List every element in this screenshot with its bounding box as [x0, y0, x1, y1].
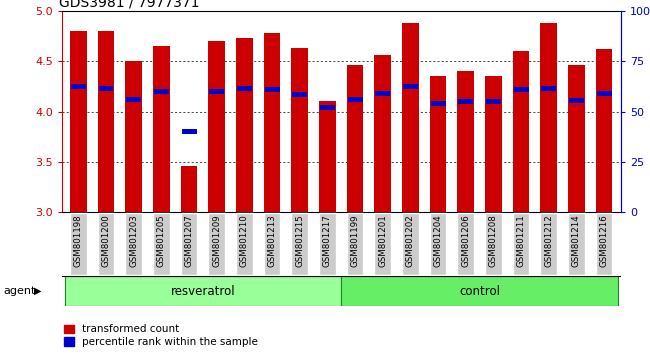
Legend: transformed count, percentile rank within the sample: transformed count, percentile rank withi…: [64, 324, 258, 347]
Bar: [486, 99, 501, 104]
Text: GSM801215: GSM801215: [295, 214, 304, 267]
Text: GSM801205: GSM801205: [157, 214, 166, 267]
Text: GSM801200: GSM801200: [101, 214, 111, 267]
Bar: [514, 87, 528, 92]
Bar: [485, 76, 502, 212]
Bar: [126, 97, 141, 102]
Text: GSM801216: GSM801216: [600, 214, 608, 267]
Bar: [348, 97, 363, 102]
Text: agent: agent: [3, 286, 36, 296]
Text: GSM801206: GSM801206: [462, 214, 471, 267]
Bar: [70, 213, 86, 275]
Bar: [70, 31, 86, 212]
Bar: [264, 213, 280, 275]
Bar: [541, 86, 556, 91]
Text: GSM801201: GSM801201: [378, 214, 387, 267]
Text: GSM801207: GSM801207: [185, 214, 194, 267]
Bar: [98, 31, 114, 212]
Text: GSM801211: GSM801211: [517, 214, 526, 267]
Bar: [402, 213, 419, 275]
Text: GSM801198: GSM801198: [74, 214, 83, 267]
Text: GDS3981 / 7977371: GDS3981 / 7977371: [59, 0, 200, 10]
Bar: [596, 213, 612, 275]
Bar: [99, 86, 114, 91]
Bar: [291, 48, 308, 212]
Bar: [597, 91, 612, 96]
Text: GSM801199: GSM801199: [350, 214, 359, 267]
Bar: [402, 23, 419, 212]
Bar: [237, 86, 252, 91]
Bar: [541, 23, 557, 212]
Bar: [154, 89, 169, 94]
Text: GSM801209: GSM801209: [212, 214, 221, 267]
Text: GSM801214: GSM801214: [572, 214, 581, 267]
Bar: [458, 71, 474, 212]
Text: GSM801212: GSM801212: [544, 214, 553, 267]
Bar: [319, 213, 335, 275]
Bar: [292, 92, 307, 97]
Bar: [568, 213, 585, 275]
Bar: [209, 41, 225, 212]
Text: GSM801202: GSM801202: [406, 214, 415, 267]
Bar: [513, 51, 530, 212]
Text: GSM801203: GSM801203: [129, 214, 138, 267]
Bar: [431, 101, 446, 106]
Bar: [125, 61, 142, 212]
Bar: [375, 91, 390, 96]
Bar: [485, 213, 502, 275]
Bar: [320, 105, 335, 110]
Bar: [513, 213, 530, 275]
Text: GSM801217: GSM801217: [323, 214, 332, 267]
Bar: [125, 213, 142, 275]
Bar: [236, 213, 253, 275]
Bar: [341, 276, 618, 306]
Bar: [596, 49, 612, 212]
Bar: [209, 89, 224, 94]
Bar: [181, 129, 196, 134]
Bar: [236, 38, 253, 212]
Bar: [153, 213, 170, 275]
Bar: [430, 76, 447, 212]
Bar: [265, 87, 279, 92]
Bar: [153, 46, 170, 212]
Bar: [181, 213, 198, 275]
Bar: [291, 213, 308, 275]
Bar: [569, 98, 584, 103]
Text: GSM801208: GSM801208: [489, 214, 498, 267]
Text: control: control: [459, 285, 500, 298]
Bar: [64, 276, 341, 306]
Bar: [319, 102, 335, 212]
Bar: [458, 99, 473, 104]
Bar: [374, 55, 391, 212]
Bar: [98, 213, 114, 275]
Bar: [209, 213, 225, 275]
Bar: [181, 166, 198, 212]
Text: GSM801210: GSM801210: [240, 214, 249, 267]
Bar: [430, 213, 447, 275]
Bar: [347, 213, 363, 275]
Bar: [374, 213, 391, 275]
Text: GSM801213: GSM801213: [268, 214, 276, 267]
Bar: [347, 65, 363, 212]
Bar: [264, 33, 280, 212]
Bar: [458, 213, 474, 275]
Bar: [71, 84, 86, 89]
Bar: [541, 213, 557, 275]
Bar: [403, 84, 418, 89]
Bar: [568, 65, 585, 212]
Text: resveratrol: resveratrol: [170, 285, 235, 298]
Text: ▶: ▶: [34, 286, 42, 296]
Text: GSM801204: GSM801204: [434, 214, 443, 267]
